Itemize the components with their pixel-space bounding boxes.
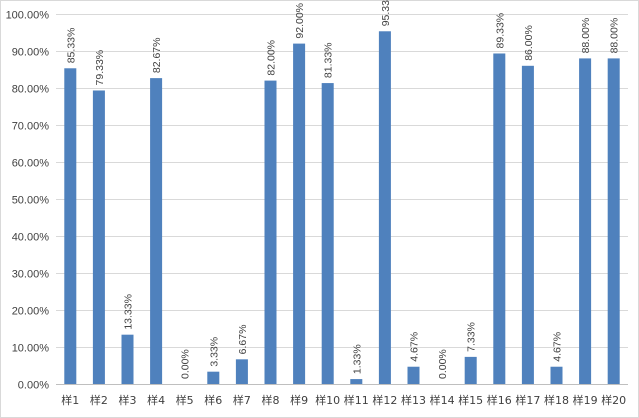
x-tick-label: 样8 bbox=[262, 393, 280, 407]
x-tick-label: 样6 bbox=[204, 393, 222, 407]
x-tick-label: 样14 bbox=[430, 393, 455, 407]
y-tick-label: 30.00% bbox=[12, 269, 50, 281]
data-label: 0.00% bbox=[437, 349, 449, 379]
x-tick-label: 样3 bbox=[119, 393, 137, 407]
data-label: 13.33% bbox=[123, 294, 135, 330]
data-label: 3.33% bbox=[208, 337, 220, 367]
data-label: 85.33% bbox=[65, 28, 77, 64]
bar bbox=[464, 356, 477, 384]
bar bbox=[521, 65, 534, 385]
data-label: 92.00% bbox=[294, 3, 306, 39]
x-tick-label: 样15 bbox=[458, 393, 483, 407]
bar bbox=[207, 371, 220, 384]
bar bbox=[407, 366, 420, 384]
bar bbox=[607, 58, 620, 385]
y-tick-label: 70.00% bbox=[12, 121, 50, 133]
y-tick-label: 90.00% bbox=[12, 47, 50, 59]
y-tick-label: 60.00% bbox=[12, 158, 50, 170]
y-tick-label: 10.00% bbox=[12, 343, 50, 355]
data-label: 0.00% bbox=[180, 349, 192, 379]
y-axis-tick-labels: 0.00% 10.00% 20.00% 30.00% 40.00% 50.00% 60.00… bbox=[6, 10, 50, 392]
bar bbox=[378, 31, 391, 385]
x-tick-label: 样7 bbox=[233, 393, 251, 407]
x-tick-label: 样1 bbox=[61, 393, 79, 407]
x-tick-label: 样9 bbox=[290, 393, 308, 407]
bar bbox=[64, 68, 77, 385]
x-axis-tick-labels: 样1 样2 样3 样4 样5 样6 样7 样8 样9 样10 样11 样12 样13 样14 样15 样16 样… bbox=[61, 393, 626, 407]
x-tick-label: 样10 bbox=[315, 393, 340, 407]
data-label: 88.00% bbox=[580, 18, 592, 54]
data-label: 82.67% bbox=[151, 37, 163, 73]
x-tick-label: 样11 bbox=[344, 393, 369, 407]
data-label: 6.67% bbox=[237, 325, 249, 355]
y-tick-label: 40.00% bbox=[12, 232, 50, 244]
bar bbox=[350, 379, 363, 384]
x-tick-label: 样18 bbox=[544, 393, 569, 407]
y-tick-label: 80.00% bbox=[12, 84, 50, 96]
data-label: 4.67% bbox=[409, 332, 421, 362]
data-label: 86.00% bbox=[523, 25, 535, 61]
data-label: 7.33% bbox=[466, 322, 478, 352]
bar bbox=[150, 78, 163, 384]
y-tick-label: 0.00% bbox=[18, 380, 49, 392]
bar bbox=[493, 53, 506, 384]
bar bbox=[235, 359, 248, 384]
x-tick-label: 样12 bbox=[372, 393, 397, 407]
bar bbox=[92, 90, 105, 384]
bar bbox=[264, 80, 277, 384]
x-tick-label: 样17 bbox=[515, 393, 540, 407]
bar bbox=[579, 58, 592, 385]
data-label: 88.00% bbox=[609, 18, 621, 54]
x-tick-label: 样4 bbox=[147, 393, 165, 407]
bar bbox=[121, 334, 134, 384]
data-label: 1.33% bbox=[351, 344, 363, 374]
x-tick-label: 样5 bbox=[176, 393, 194, 407]
x-tick-label: 样16 bbox=[487, 393, 512, 407]
x-tick-label: 样19 bbox=[573, 393, 598, 407]
y-tick-label: 50.00% bbox=[12, 195, 50, 207]
data-labels: 85.33% 79.33% 13.33% 82.67% 0.00% 3.33% 6.67% 8… bbox=[65, 0, 620, 379]
bar bbox=[550, 366, 563, 384]
y-tick-label: 100.00% bbox=[6, 10, 50, 22]
data-label: 4.67% bbox=[552, 332, 564, 362]
data-label: 79.33% bbox=[94, 50, 106, 86]
x-tick-label: 样13 bbox=[401, 393, 426, 407]
x-tick-label: 样20 bbox=[601, 393, 626, 407]
x-tick-label: 样2 bbox=[90, 393, 108, 407]
data-label: 81.33% bbox=[323, 42, 335, 78]
data-label: 95.33% bbox=[380, 0, 392, 26]
bars bbox=[64, 31, 620, 385]
data-label: 82.00% bbox=[266, 40, 278, 76]
y-tick-label: 20.00% bbox=[12, 306, 50, 318]
gridlines bbox=[56, 14, 628, 348]
data-label: 89.33% bbox=[494, 13, 506, 49]
bar bbox=[321, 83, 334, 384]
bar bbox=[293, 43, 306, 384]
